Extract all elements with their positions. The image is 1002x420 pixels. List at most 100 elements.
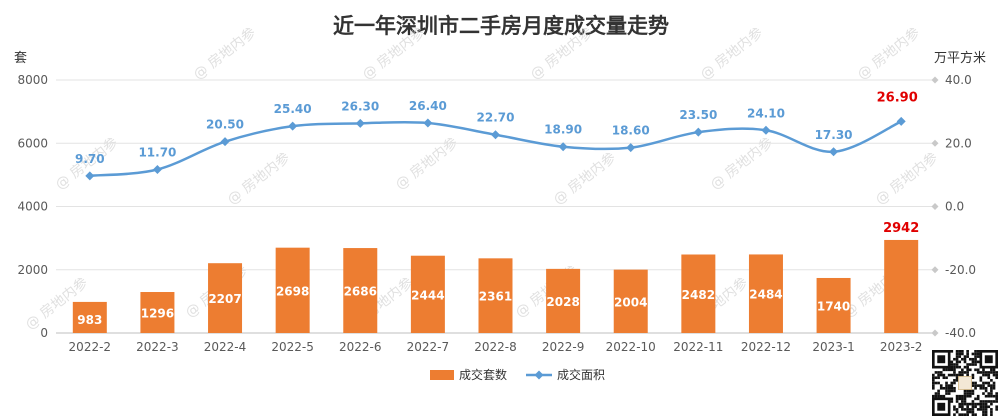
- qr-module: [968, 357, 972, 361]
- qr-module: [992, 373, 996, 377]
- qr-module: [966, 389, 969, 393]
- qr-module: [939, 384, 943, 387]
- qr-module: [984, 389, 988, 393]
- qr-module: [945, 376, 948, 380]
- qr-module: [976, 371, 980, 374]
- qr-module: [984, 413, 988, 416]
- qr-module: [932, 384, 935, 387]
- qr-module: [966, 413, 969, 416]
- qr-module: [953, 389, 956, 393]
- qr-module: [976, 402, 980, 406]
- qr-module: [958, 350, 962, 353]
- qr-module: [971, 360, 975, 364]
- qr-module: [953, 379, 956, 382]
- qr-module: [934, 394, 938, 398]
- qr-module: [982, 384, 985, 387]
- qr-module: [995, 400, 998, 403]
- qr-module: [963, 400, 967, 403]
- bar-value-label: 2698: [276, 284, 309, 298]
- legend-line-marker: [534, 370, 544, 380]
- qr-module: [979, 376, 983, 380]
- line-value-label: 20.50: [206, 118, 244, 132]
- qr-module: [932, 373, 935, 377]
- qr-module: [995, 373, 998, 377]
- bar: [140, 292, 175, 333]
- qr-module: [958, 373, 962, 377]
- qr-module: [950, 384, 954, 387]
- left-tick-label: 4000: [17, 200, 48, 214]
- bar-value-label: 2942: [883, 221, 919, 236]
- qr-module: [963, 413, 967, 416]
- line-value-label: 22.70: [477, 111, 515, 125]
- qr-module: [968, 394, 972, 398]
- right-tick-marker: [931, 76, 939, 84]
- qr-module: [932, 386, 935, 390]
- right-tick-label: 40.0: [945, 73, 972, 87]
- line-point: [626, 143, 636, 153]
- qr-module: [971, 389, 975, 393]
- x-tick-label: 2022-10: [606, 340, 656, 354]
- qr-module: [947, 392, 951, 395]
- qr-module: [982, 386, 985, 390]
- qr-module: [966, 408, 969, 411]
- qr-module: [990, 379, 993, 382]
- qr-module: [942, 386, 946, 390]
- bar-value-label: 983: [77, 313, 102, 327]
- qr-module: [966, 363, 969, 366]
- line-series: [85, 116, 906, 181]
- qr-module: [968, 363, 972, 366]
- x-tick-label: 2022-4: [204, 340, 247, 354]
- qr-module: [961, 350, 964, 353]
- qr-module: [953, 363, 956, 366]
- bar-value-label: 2028: [546, 295, 579, 309]
- qr-module: [987, 405, 991, 409]
- qr-module: [974, 397, 977, 401]
- qr-module: [966, 350, 969, 353]
- qr-module: [990, 392, 993, 395]
- qr-module: [966, 365, 969, 369]
- line-value-label: 9.70: [75, 152, 105, 166]
- qr-module: [947, 386, 951, 390]
- qr-module: [984, 402, 988, 406]
- bar: [208, 263, 243, 333]
- x-tick-label: 2022-7: [407, 340, 450, 354]
- qr-module: [976, 397, 980, 401]
- qr-module: [971, 352, 975, 356]
- qr-module: [984, 400, 988, 403]
- qr-module: [992, 400, 996, 403]
- right-tick-marker: [931, 266, 939, 274]
- right-tick-label: 20.0: [945, 136, 972, 150]
- qr-module: [995, 405, 998, 409]
- bar-value-label: 2444: [411, 288, 444, 302]
- qr-module: [953, 405, 956, 409]
- qr-module: [974, 350, 977, 353]
- line-point: [761, 125, 771, 135]
- qr-module: [984, 410, 988, 414]
- x-tick-label: 2022-11: [673, 340, 723, 354]
- qr-module: [966, 392, 969, 395]
- qr-module: [992, 381, 996, 385]
- qr-module: [961, 413, 964, 416]
- right-tick-label: 0.0: [945, 200, 964, 214]
- legend-bar-label: 成交套数: [459, 367, 507, 382]
- qr-module: [958, 360, 962, 364]
- qr-module: [945, 368, 948, 372]
- qr-module: [932, 381, 935, 385]
- qr-module: [995, 392, 998, 395]
- x-tick-label: 2023-1: [812, 340, 855, 354]
- qr-module: [987, 400, 991, 403]
- line-value-label: 26.90: [877, 90, 918, 105]
- qr-module: [979, 400, 983, 403]
- right-tick-label: -40.0: [945, 326, 976, 340]
- qr-module: [990, 410, 993, 414]
- line-point: [423, 118, 433, 128]
- qr-module: [961, 394, 964, 398]
- qr-module: [963, 402, 967, 406]
- qr-module: [958, 413, 962, 416]
- qr-module: [990, 413, 993, 416]
- qr-module: [968, 410, 972, 414]
- qr-module: [982, 373, 985, 377]
- qr-module: [945, 392, 948, 395]
- line-value-label: 18.60: [612, 124, 650, 138]
- qr-module: [992, 371, 996, 374]
